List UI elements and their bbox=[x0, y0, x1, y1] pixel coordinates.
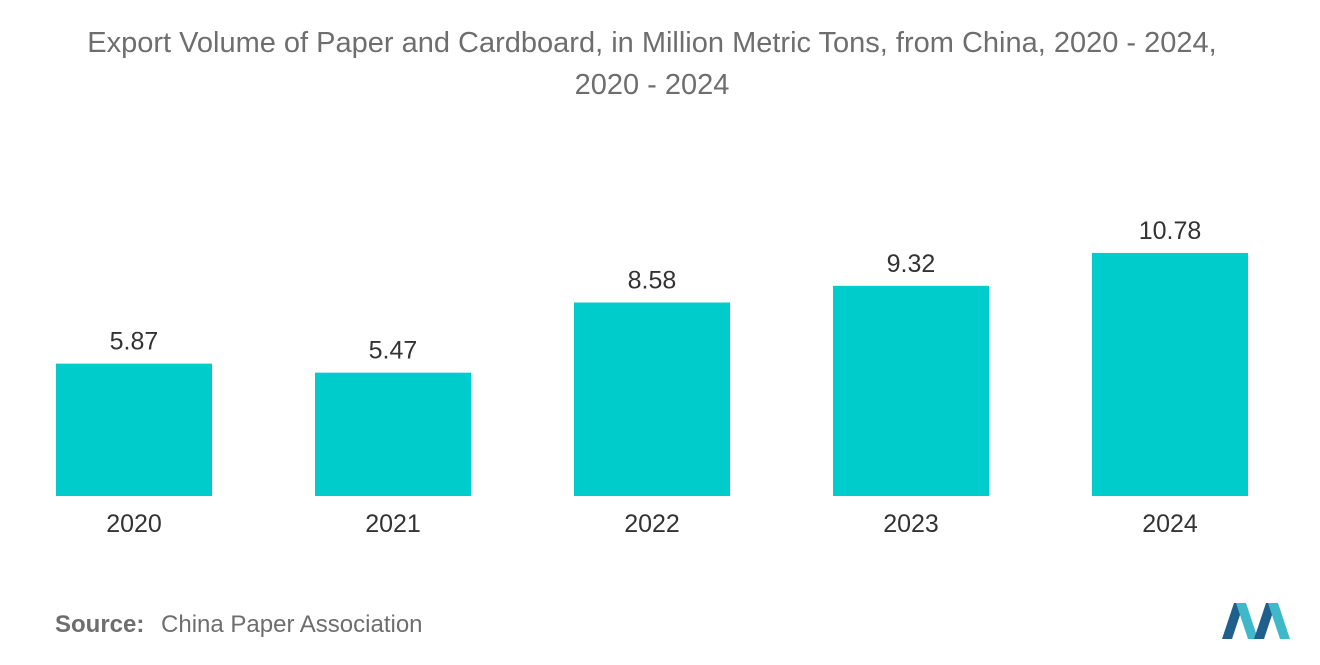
data-label-2022: 8.58 bbox=[628, 267, 677, 295]
x-tick-label-2020: 2020 bbox=[106, 510, 162, 538]
x-tick-label-2022: 2022 bbox=[624, 510, 680, 538]
data-label-2023: 9.32 bbox=[887, 250, 936, 278]
bar-chart: 5.87 2020 5.47 2021 8.58 2022 9.32 2023 10.78 202… bbox=[56, 217, 1248, 538]
chart-title-line-1: Export Volume of Paper and Cardboard, in… bbox=[87, 27, 1217, 59]
source-text: China Paper Association bbox=[161, 611, 423, 638]
x-tick-label-2021: 2021 bbox=[365, 510, 421, 538]
source-note: Source: China Paper Association bbox=[55, 611, 423, 639]
data-label-2021: 5.47 bbox=[369, 337, 418, 365]
bar-2021 bbox=[315, 372, 471, 496]
logo-shape-2 bbox=[1236, 603, 1258, 639]
bar-2024 bbox=[1092, 252, 1248, 496]
source-label: Source: bbox=[55, 611, 145, 638]
logo-shape-3 bbox=[1254, 603, 1276, 639]
chart-title-line-2: 2020 - 2024 bbox=[574, 69, 730, 101]
data-label-2020: 5.87 bbox=[110, 328, 159, 356]
company-logo-icon bbox=[1222, 603, 1290, 639]
logo-shape-4 bbox=[1268, 603, 1290, 639]
bar-2023 bbox=[833, 285, 989, 496]
bar-2020 bbox=[56, 363, 212, 496]
logo-shape-1 bbox=[1222, 603, 1244, 639]
bar-2022 bbox=[574, 302, 730, 496]
x-tick-label-2023: 2023 bbox=[883, 510, 939, 538]
data-label-2024: 10.78 bbox=[1139, 217, 1202, 245]
chart-title: Export Volume of Paper and Cardboard, in… bbox=[0, 22, 1304, 106]
x-tick-label-2024: 2024 bbox=[1142, 510, 1198, 538]
